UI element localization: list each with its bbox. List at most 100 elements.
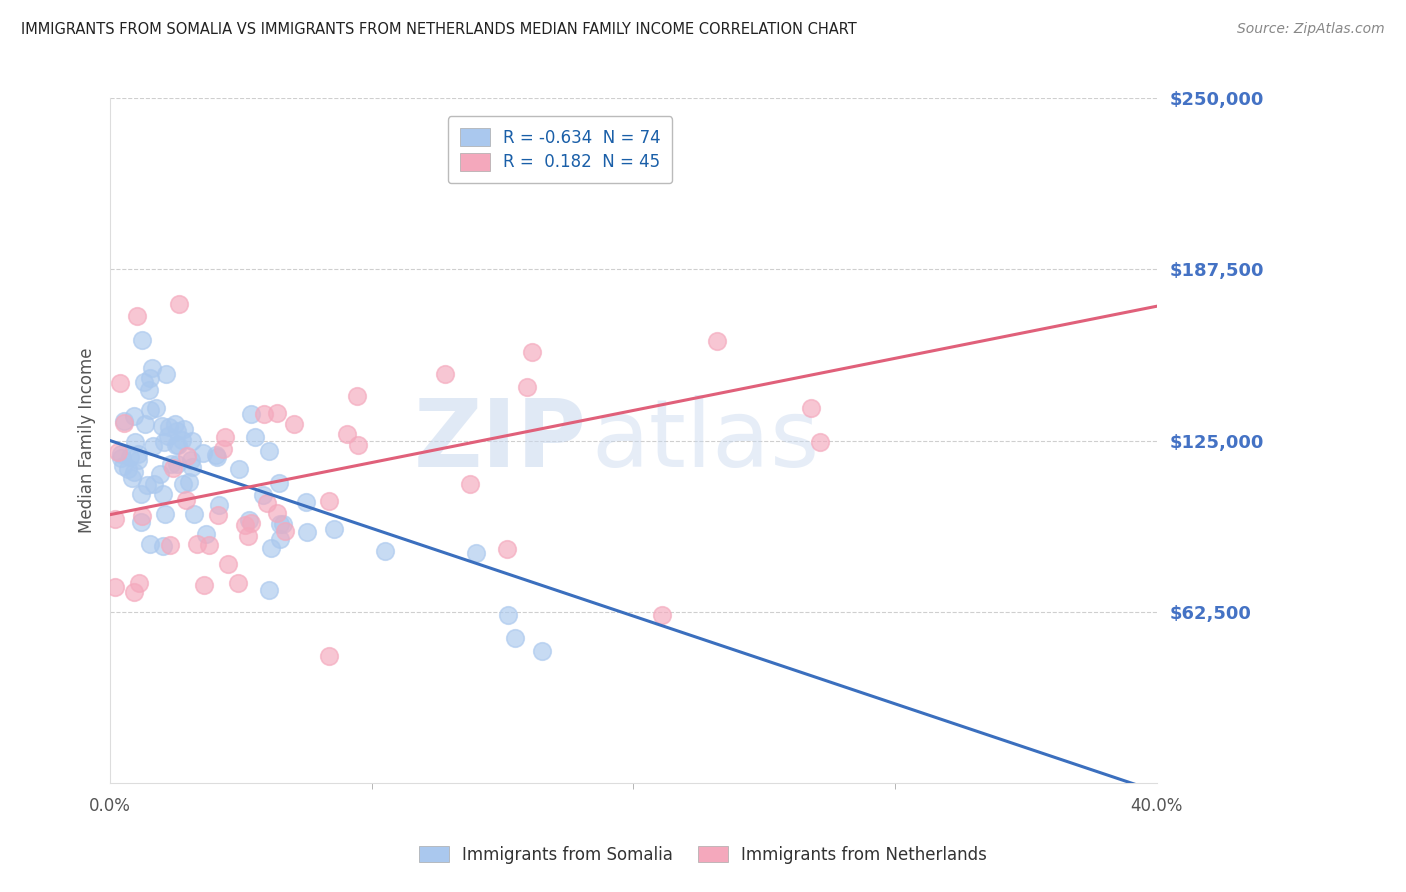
Point xyxy=(134,375,156,389)
Point xyxy=(226,576,249,591)
Point xyxy=(155,368,177,382)
Point xyxy=(238,529,260,543)
Point xyxy=(166,457,188,471)
Point xyxy=(212,442,235,456)
Point xyxy=(138,402,160,417)
Point xyxy=(131,333,153,347)
Point xyxy=(127,453,149,467)
Text: atlas: atlas xyxy=(592,394,820,487)
Point xyxy=(153,508,176,522)
Point xyxy=(122,465,145,479)
Point xyxy=(122,584,145,599)
Point xyxy=(496,542,519,557)
Point xyxy=(266,406,288,420)
Point xyxy=(336,427,359,442)
Point xyxy=(530,644,553,658)
Point xyxy=(138,383,160,397)
Point xyxy=(166,425,188,439)
Point xyxy=(167,297,190,311)
Point xyxy=(172,477,194,491)
Point xyxy=(322,522,344,536)
Point xyxy=(271,516,294,531)
Point xyxy=(207,450,229,465)
Point xyxy=(110,447,132,461)
Point xyxy=(706,334,728,349)
Point xyxy=(110,376,132,390)
Point xyxy=(283,417,305,431)
Text: IMMIGRANTS FROM SOMALIA VS IMMIGRANTS FROM NETHERLANDS MEDIAN FAMILY INCOME CORR: IMMIGRANTS FROM SOMALIA VS IMMIGRANTS FR… xyxy=(21,22,856,37)
Legend: R = -0.634  N = 74, R =  0.182  N = 45: R = -0.634 N = 74, R = 0.182 N = 45 xyxy=(449,117,672,183)
Point xyxy=(128,576,150,591)
Point xyxy=(253,407,276,421)
Point xyxy=(257,443,280,458)
Point xyxy=(139,371,162,385)
Point xyxy=(217,557,239,571)
Point xyxy=(157,420,180,434)
Point xyxy=(193,578,215,592)
Point xyxy=(181,460,204,475)
Point xyxy=(346,389,368,403)
Point xyxy=(374,543,396,558)
Point xyxy=(141,361,163,376)
Point xyxy=(505,631,527,645)
Point xyxy=(149,467,172,482)
Point xyxy=(295,525,318,540)
Point xyxy=(104,580,127,594)
Text: Source: ZipAtlas.com: Source: ZipAtlas.com xyxy=(1237,22,1385,37)
Point xyxy=(259,583,281,598)
Point xyxy=(180,434,202,448)
Point xyxy=(269,533,291,547)
Point xyxy=(464,546,486,560)
Point xyxy=(233,517,256,532)
Point xyxy=(131,509,153,524)
Point xyxy=(800,401,823,415)
Point xyxy=(142,477,165,491)
Point xyxy=(269,516,291,531)
Point xyxy=(112,414,135,428)
Point xyxy=(107,444,129,458)
Point xyxy=(159,457,181,471)
Point xyxy=(174,492,197,507)
Point xyxy=(434,368,457,382)
Point xyxy=(207,508,229,523)
Y-axis label: Median Family Income: Median Family Income xyxy=(79,348,96,533)
Point xyxy=(127,446,149,460)
Point xyxy=(117,462,139,476)
Point xyxy=(162,460,184,475)
Point xyxy=(112,459,135,474)
Point xyxy=(252,488,274,502)
Point xyxy=(152,486,174,500)
Point xyxy=(195,526,218,541)
Point xyxy=(152,539,174,553)
Point xyxy=(142,439,165,453)
Point xyxy=(112,417,135,431)
Point xyxy=(267,476,290,491)
Point xyxy=(651,607,673,622)
Text: ZIP: ZIP xyxy=(413,394,586,487)
Point xyxy=(183,508,205,522)
Point xyxy=(179,452,201,467)
Point xyxy=(318,494,340,508)
Point xyxy=(129,486,152,500)
Point xyxy=(129,515,152,529)
Point xyxy=(134,417,156,432)
Point xyxy=(118,450,141,464)
Point xyxy=(239,407,262,421)
Point xyxy=(243,430,266,444)
Point xyxy=(214,430,236,444)
Point xyxy=(318,648,340,663)
Point xyxy=(172,434,194,448)
Point xyxy=(228,462,250,476)
Point xyxy=(240,516,263,530)
Point xyxy=(159,538,181,552)
Point xyxy=(520,345,543,359)
Point xyxy=(153,435,176,450)
Point xyxy=(256,496,278,510)
Point xyxy=(177,475,200,489)
Point xyxy=(165,438,187,452)
Point xyxy=(458,477,481,491)
Point xyxy=(198,538,221,552)
Point xyxy=(808,435,831,450)
Point xyxy=(122,409,145,423)
Point xyxy=(136,478,159,492)
